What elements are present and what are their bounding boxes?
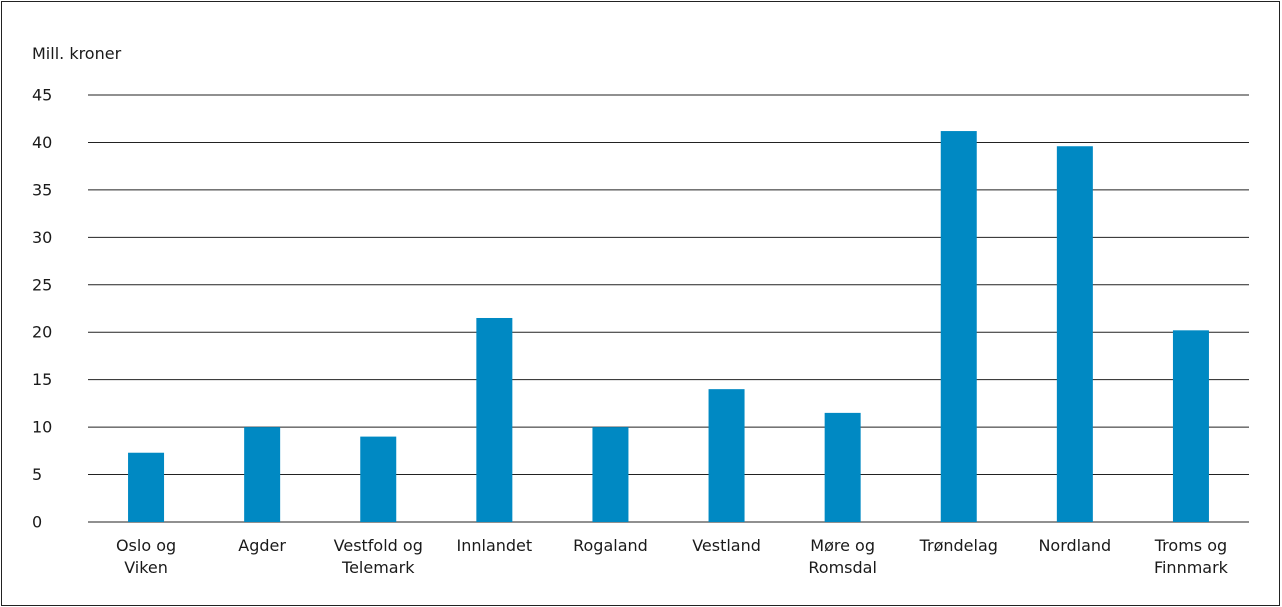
x-category-label: Rogaland bbox=[573, 536, 648, 555]
x-category-label: Trøndelag bbox=[919, 536, 998, 555]
x-category-label: Troms og Finnmark bbox=[1154, 536, 1229, 577]
bar bbox=[476, 317, 513, 522]
y-axis-label: Mill. kroner bbox=[32, 44, 122, 63]
bar bbox=[360, 436, 397, 522]
bar bbox=[1056, 146, 1093, 523]
x-category-label: Innlandet bbox=[457, 536, 533, 555]
y-tick-label: 25 bbox=[32, 275, 52, 294]
y-tick-label: 20 bbox=[32, 323, 52, 342]
y-tick-label: 40 bbox=[32, 133, 52, 152]
y-tick-label: 0 bbox=[32, 513, 42, 532]
x-category-label: Vestland bbox=[692, 536, 761, 555]
y-tick-labels: 0 5 10 15 20 25 30 35 40 45 bbox=[32, 86, 52, 532]
x-category-label: Oslo og Viken bbox=[116, 536, 176, 577]
x-category-label: Agder bbox=[238, 536, 286, 555]
bar bbox=[592, 427, 629, 522]
x-category-label: Nordland bbox=[1038, 536, 1111, 555]
x-category-labels: Oslo og Viken Agder Vestfold og Telemark Innl… bbox=[116, 536, 1229, 577]
bar bbox=[940, 131, 977, 522]
y-tick-label: 15 bbox=[32, 370, 52, 389]
x-category-label: Møre og Romsdal bbox=[808, 536, 877, 577]
bar bbox=[708, 389, 745, 522]
bars bbox=[128, 131, 1209, 523]
y-tick-label: 5 bbox=[32, 465, 42, 484]
y-tick-label: 35 bbox=[32, 180, 52, 199]
y-tick-label: 45 bbox=[32, 86, 52, 105]
gridlines bbox=[88, 94, 1249, 523]
bar bbox=[1172, 330, 1209, 522]
y-tick-label: 10 bbox=[32, 418, 52, 437]
bar bbox=[824, 412, 861, 522]
x-category-label: Vestfold og Telemark bbox=[334, 536, 423, 577]
y-tick-label: 30 bbox=[32, 228, 52, 247]
bar bbox=[244, 427, 281, 522]
bar bbox=[128, 452, 165, 522]
